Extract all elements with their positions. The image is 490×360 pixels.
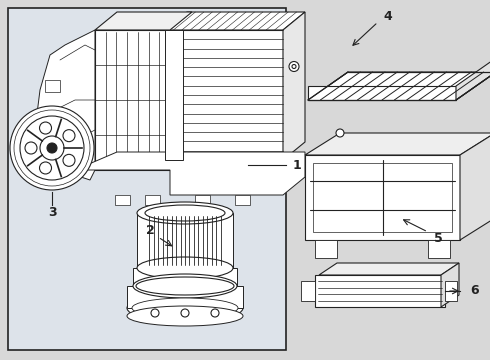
Polygon shape	[165, 12, 305, 30]
Circle shape	[181, 309, 189, 317]
Polygon shape	[308, 72, 490, 100]
Polygon shape	[127, 286, 243, 308]
Circle shape	[63, 154, 75, 166]
Text: 5: 5	[434, 231, 442, 244]
Polygon shape	[319, 263, 459, 275]
Polygon shape	[145, 195, 160, 205]
Polygon shape	[305, 133, 490, 155]
Circle shape	[40, 162, 51, 174]
Polygon shape	[45, 120, 60, 132]
Circle shape	[151, 309, 159, 317]
Polygon shape	[315, 240, 337, 258]
Ellipse shape	[145, 205, 225, 221]
Polygon shape	[283, 12, 305, 160]
Polygon shape	[133, 268, 237, 286]
Polygon shape	[460, 133, 490, 240]
Text: 4: 4	[384, 9, 392, 23]
Bar	[8, 8, 286, 350]
Polygon shape	[305, 155, 460, 240]
Text: 2: 2	[146, 224, 154, 237]
Polygon shape	[195, 195, 210, 205]
Circle shape	[25, 142, 37, 154]
Circle shape	[63, 130, 75, 141]
Ellipse shape	[127, 306, 243, 326]
Circle shape	[289, 62, 299, 72]
Polygon shape	[35, 30, 95, 180]
Polygon shape	[115, 195, 130, 205]
Ellipse shape	[127, 294, 243, 322]
Circle shape	[20, 116, 84, 180]
Circle shape	[47, 143, 57, 153]
Text: 3: 3	[48, 206, 56, 219]
Polygon shape	[75, 152, 305, 195]
Polygon shape	[45, 150, 60, 162]
Ellipse shape	[136, 277, 234, 295]
Polygon shape	[235, 195, 250, 205]
Polygon shape	[301, 281, 315, 301]
Ellipse shape	[133, 274, 237, 298]
Circle shape	[211, 309, 219, 317]
Polygon shape	[95, 30, 170, 170]
Ellipse shape	[137, 257, 233, 279]
Circle shape	[40, 122, 51, 134]
Bar	[313, 163, 452, 232]
Ellipse shape	[132, 298, 238, 318]
Circle shape	[40, 136, 64, 160]
Polygon shape	[95, 12, 192, 30]
Polygon shape	[165, 30, 183, 160]
Circle shape	[336, 129, 344, 137]
Polygon shape	[45, 80, 60, 92]
Circle shape	[292, 64, 296, 68]
Text: 6: 6	[470, 284, 479, 297]
Circle shape	[10, 106, 94, 190]
Ellipse shape	[137, 202, 233, 224]
Bar	[315, 275, 445, 307]
Polygon shape	[445, 281, 457, 301]
Polygon shape	[308, 86, 456, 100]
Polygon shape	[137, 213, 233, 268]
Polygon shape	[456, 58, 490, 100]
Polygon shape	[441, 263, 459, 307]
Text: 1: 1	[293, 158, 302, 171]
Polygon shape	[165, 30, 283, 160]
Polygon shape	[428, 240, 450, 258]
